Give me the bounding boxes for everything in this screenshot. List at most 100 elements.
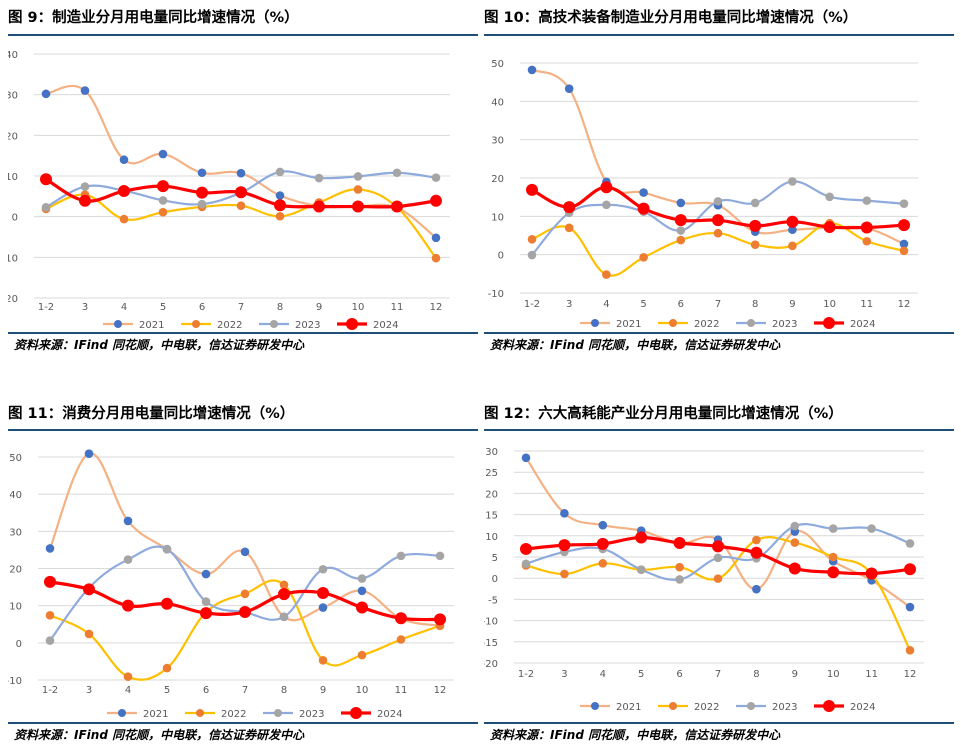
legend-label: 2021 — [139, 320, 164, 331]
data-point — [788, 562, 801, 575]
data-point — [357, 586, 367, 596]
panel-fig9: 图 9：制造业分月用电量同比增速情况（%） -20 -10 0 10 20 30 40 1-2… — [8, 6, 478, 358]
panel-fig12: 图 12：六大高耗能产业分月用电量同比增速情况（%） -20 -15 -10 -5 0 5… — [484, 402, 954, 747]
series-2024 — [40, 173, 442, 213]
x-tick-label: 7 — [238, 302, 244, 313]
x-tick-label: 8 — [277, 302, 283, 313]
data-point — [318, 603, 328, 612]
legend-label: 2022 — [694, 319, 719, 330]
data-point — [431, 253, 441, 263]
x-tick-label: 3 — [82, 302, 88, 313]
line-chart: -20 -15 -10 -5 0 5 10 15 20 25 30 1-2 3 4 5 6 7 8 9 10 11 12 2… — [484, 447, 924, 713]
data-point — [119, 155, 129, 165]
y-tick-label: 50 — [9, 453, 22, 464]
data-point — [353, 172, 363, 181]
x-tick-label: 5 — [640, 299, 646, 310]
y-tick-label: 15 — [485, 511, 498, 522]
x-tick-label: 9 — [792, 669, 798, 680]
data-point — [713, 228, 723, 238]
legend-swatch-marker — [118, 709, 126, 717]
series-2024 — [44, 575, 446, 626]
data-point — [564, 84, 574, 93]
data-point — [356, 601, 368, 614]
data-point — [788, 225, 797, 235]
data-point — [278, 588, 290, 601]
legend-label: 2022 — [217, 320, 242, 331]
data-point — [353, 185, 363, 194]
source-note: 资料来源：IFind 同花顺，中电联，信达证券研发中心 — [490, 728, 781, 742]
legend-label: 2024 — [373, 320, 398, 331]
data-point — [639, 188, 648, 197]
y-tick-label: 40 — [491, 97, 504, 108]
x-tick-label: 3 — [561, 669, 567, 680]
data-point — [899, 199, 909, 208]
y-tick-label: 50 — [491, 59, 504, 70]
data-point — [521, 453, 531, 463]
data-point — [196, 186, 208, 199]
data-point — [197, 199, 207, 209]
x-tick-label: 12 — [904, 669, 917, 680]
legend-swatch-marker — [346, 318, 358, 330]
data-point — [558, 539, 571, 552]
legend-item-2021: 2021 — [580, 702, 641, 713]
data-point — [239, 605, 251, 618]
data-point — [434, 613, 446, 626]
x-tick-label: 5 — [160, 302, 166, 313]
data-point — [431, 173, 441, 182]
series-2021 — [45, 449, 445, 631]
legend-label: 2023 — [772, 319, 797, 330]
legend-item-2023: 2023 — [259, 320, 320, 331]
data-point — [158, 149, 168, 159]
data-point — [825, 192, 834, 202]
legend-swatch-marker — [669, 319, 677, 327]
legend-swatch-marker — [669, 702, 677, 710]
legend-swatch-marker — [196, 709, 204, 717]
data-point — [674, 214, 687, 227]
data-point — [201, 597, 211, 606]
data-point — [527, 250, 537, 260]
data-point — [527, 65, 537, 75]
panel-fig10: 图 10：高技术装备制造业分月用电量同比增速情况（%） -10 0 10 20 30 40… — [484, 6, 954, 358]
x-tick-label: 4 — [600, 669, 606, 680]
x-tick-label: 4 — [121, 302, 127, 313]
y-tick-label: 30 — [485, 447, 498, 458]
series-line-2021 — [44, 84, 438, 239]
data-point — [200, 607, 212, 620]
data-point — [564, 223, 574, 233]
legend-label: 2023 — [772, 702, 797, 713]
data-point — [395, 612, 407, 625]
data-point — [435, 551, 445, 561]
legend-label: 2024 — [850, 702, 875, 713]
legend-item-2024: 2024 — [341, 707, 402, 720]
legend-swatch-marker — [591, 702, 599, 710]
data-point — [45, 544, 55, 553]
data-point — [520, 542, 532, 555]
x-tick-label: 1-2 — [42, 685, 58, 696]
legend-swatch-marker — [591, 319, 599, 327]
data-point — [158, 196, 168, 205]
data-point — [162, 663, 172, 673]
legend-item-2024: 2024 — [337, 318, 398, 331]
data-point — [635, 531, 648, 544]
data-point — [314, 173, 324, 183]
data-point — [899, 239, 909, 249]
data-point — [750, 198, 760, 208]
title-rule — [8, 34, 478, 36]
legend-swatch-marker — [114, 320, 122, 328]
y-tick-label: -10 — [484, 617, 498, 628]
x-tick-label: 11 — [391, 302, 404, 313]
data-point — [750, 240, 760, 249]
y-tick-label: 0 — [498, 251, 504, 262]
legend-swatch-marker — [274, 709, 282, 717]
bottom-rule — [8, 722, 478, 724]
series-2021 — [41, 84, 441, 243]
bottom-rule — [8, 332, 478, 334]
legend-item-2022: 2022 — [658, 319, 719, 330]
x-tick-label: 1-2 — [38, 302, 54, 313]
legend-label: 2024 — [377, 709, 402, 720]
y-tick-label: 20 — [485, 489, 498, 500]
data-point — [236, 168, 246, 178]
panel-title: 图 12：六大高耗能产业分月用电量同比增速情况（%） — [484, 406, 843, 422]
y-tick-label: 10 — [9, 602, 22, 613]
title-rule — [484, 34, 954, 36]
